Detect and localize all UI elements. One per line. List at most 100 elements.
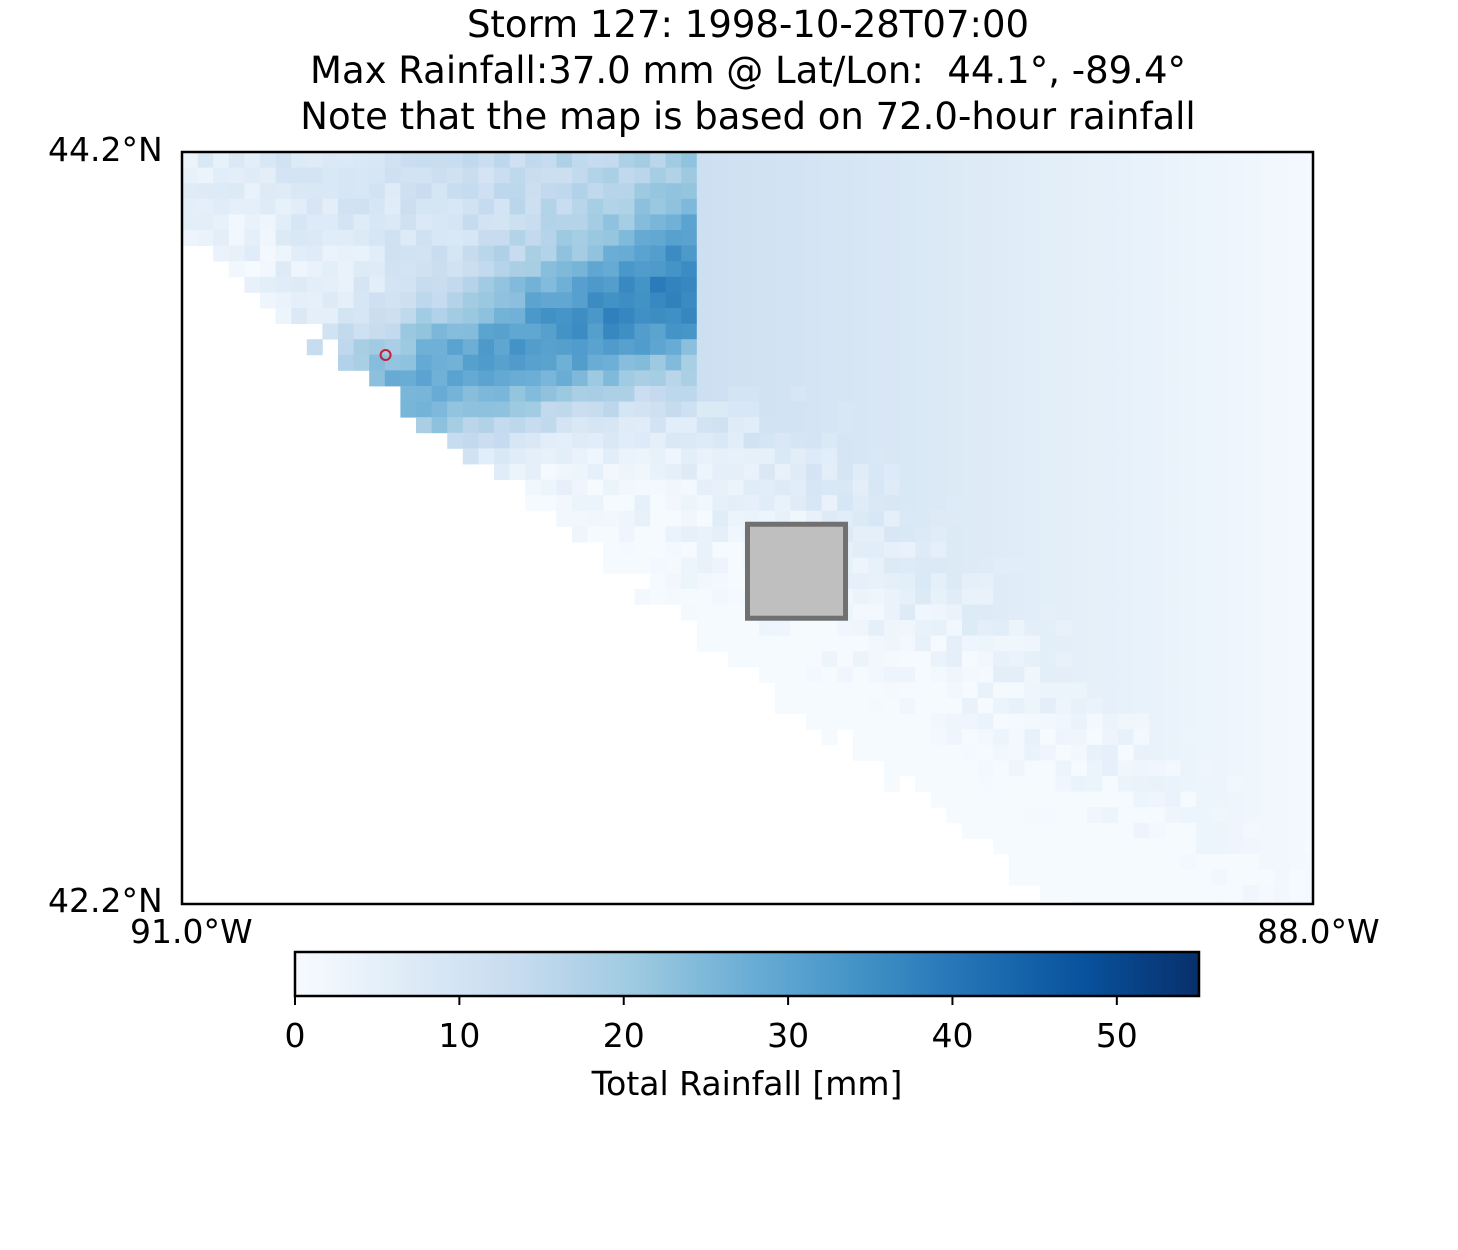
rainfall-cell [1211, 152, 1228, 168]
rainfall-cell [587, 401, 604, 418]
rainfall-cell [603, 386, 620, 402]
rainfall-cell [915, 292, 932, 309]
rainfall-cell [852, 401, 869, 418]
rainfall-cell [790, 620, 807, 636]
rainfall-cell [790, 448, 807, 465]
rainfall-cell [946, 354, 963, 371]
rainfall-cell [1086, 230, 1103, 246]
rainfall-cell [1118, 542, 1134, 558]
rainfall-cell [369, 198, 386, 215]
rainfall-cell [868, 448, 885, 465]
rainfall-cell [728, 354, 744, 371]
rainfall-cell [821, 276, 838, 293]
rainfall-cell [774, 479, 791, 496]
rainfall-cell [728, 573, 744, 590]
rainfall-cell [1227, 869, 1244, 886]
rainfall-cell [1149, 760, 1166, 777]
rainfall-cell [1227, 401, 1244, 418]
rainfall-cell [696, 526, 713, 543]
rainfall-cell [728, 479, 744, 496]
rainfall-cell [1133, 152, 1150, 168]
rainfall-cell [1086, 776, 1103, 792]
rainfall-cell [556, 432, 573, 449]
rainfall-cell [1055, 339, 1072, 356]
rainfall-cell [306, 230, 323, 246]
rainfall-cell [946, 370, 963, 387]
rainfall-cell [572, 198, 588, 215]
rainfall-cell [962, 386, 978, 402]
rainfall-cell [447, 323, 464, 340]
rainfall-cell [1164, 417, 1181, 434]
rainfall-cell [806, 479, 822, 496]
rainfall-cell [1118, 354, 1134, 371]
rainfall-cell [743, 448, 760, 465]
rainfall-cell [962, 588, 978, 605]
rainfall-cell [540, 495, 557, 512]
rainfall-cell [260, 230, 276, 246]
rainfall-cell [993, 214, 1010, 231]
rainfall-cell [1055, 432, 1072, 449]
rainfall-cell [431, 230, 448, 246]
rainfall-cell [962, 651, 978, 668]
rainfall-cell [1289, 900, 1306, 905]
rainfall-cell [712, 354, 729, 371]
rainfall-cell [1196, 698, 1212, 714]
rainfall-cell [681, 276, 698, 293]
rainfall-cell [540, 417, 557, 434]
rainfall-cell [1040, 791, 1056, 808]
rainfall-cell [494, 354, 510, 371]
rainfall-cell [712, 432, 729, 449]
rainfall-cell [665, 167, 682, 184]
rainfall-cell [1164, 588, 1181, 605]
rainfall-cell [806, 167, 822, 184]
rainfall-cell [759, 292, 776, 309]
rainfall-cell [868, 588, 885, 605]
rainfall-cell [478, 214, 495, 231]
rainfall-cell [1289, 339, 1306, 356]
rainfall-cell [1071, 308, 1088, 324]
rainfall-cell [1196, 323, 1212, 340]
rainfall-cell [1211, 198, 1228, 215]
rainfall-cell [1086, 386, 1103, 402]
rainfall-cell [1086, 822, 1103, 839]
rainfall-cell [587, 167, 604, 184]
rainfall-cell [728, 651, 744, 668]
rainfall-cell [993, 479, 1010, 496]
rainfall-cell [1164, 198, 1181, 215]
rainfall-cell [915, 245, 932, 262]
rainfall-cell [790, 479, 807, 496]
rainfall-cell [837, 464, 854, 480]
rainfall-cell [852, 152, 869, 168]
rainfall-cell [618, 370, 635, 387]
rainfall-cell [993, 620, 1010, 636]
rainfall-cell [899, 183, 916, 200]
rainfall-cell [400, 292, 417, 309]
rainfall-cell [353, 183, 370, 200]
rainfall-cell [806, 432, 822, 449]
rainfall-cell [1180, 245, 1197, 262]
rainfall-cell [509, 245, 526, 262]
rainfall-cell [1040, 838, 1056, 855]
rainfall-cell [1008, 354, 1025, 371]
rainfall-cell [806, 401, 822, 418]
rainfall-cell [1118, 432, 1134, 449]
rainfall-cell [1289, 807, 1306, 824]
rainfall-cell [962, 635, 978, 652]
rainfall-cell [696, 635, 713, 652]
rainfall-cell [852, 682, 869, 699]
rainfall-cell [852, 292, 869, 309]
rainfall-cell [338, 323, 354, 340]
rainfall-cell [618, 495, 635, 512]
rainfall-cell [603, 417, 620, 434]
rainfall-cell [1040, 666, 1056, 683]
rainfall-cell [1258, 776, 1275, 792]
rainfall-cell [1274, 729, 1290, 746]
rainfall-cell [696, 479, 713, 496]
rainfall-cell [1180, 198, 1197, 215]
rainfall-cell [728, 198, 744, 215]
rainfall-cell [1133, 682, 1150, 699]
rainfall-cell [806, 323, 822, 340]
rainfall-cell [1133, 822, 1150, 839]
rainfall-cell [681, 417, 698, 434]
rainfall-cell [1149, 900, 1166, 905]
